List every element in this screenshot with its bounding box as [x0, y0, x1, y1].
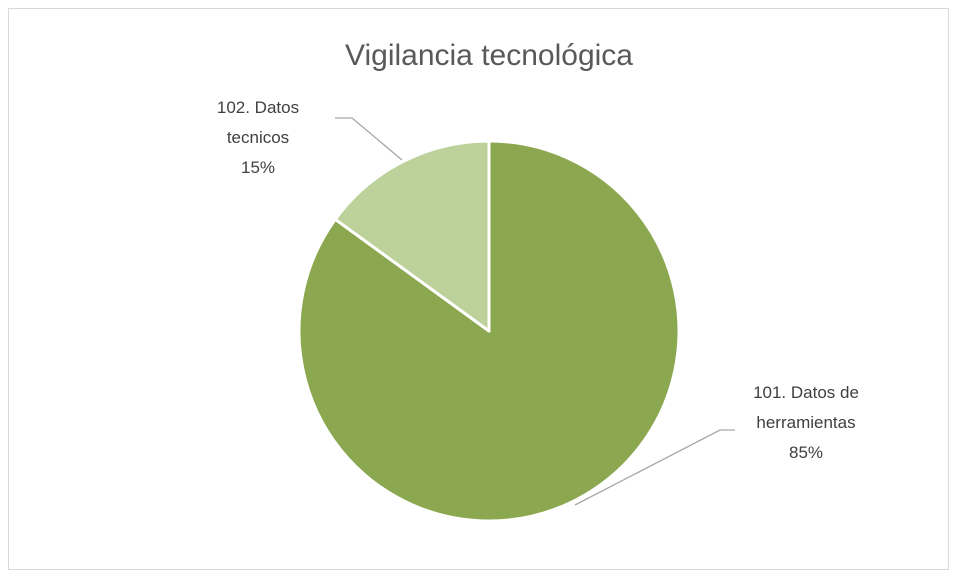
chart-title: Vigilancia tecnológica [345, 39, 633, 72]
leader-line [335, 117, 403, 161]
value-label: 15% [240, 158, 276, 177]
pie-slice [333, 139, 491, 333]
chart-frame [8, 8, 949, 570]
data-label: 101. Datos de herramientas 85% [726, 378, 886, 468]
leader-line [574, 429, 735, 506]
value-label: 85% [788, 443, 824, 462]
category-label: 102. Datos tecnicos [216, 98, 300, 147]
category-label: 101. Datos de herramientas [753, 383, 859, 432]
data-label: 102. Datos tecnicos 15% [196, 93, 320, 183]
